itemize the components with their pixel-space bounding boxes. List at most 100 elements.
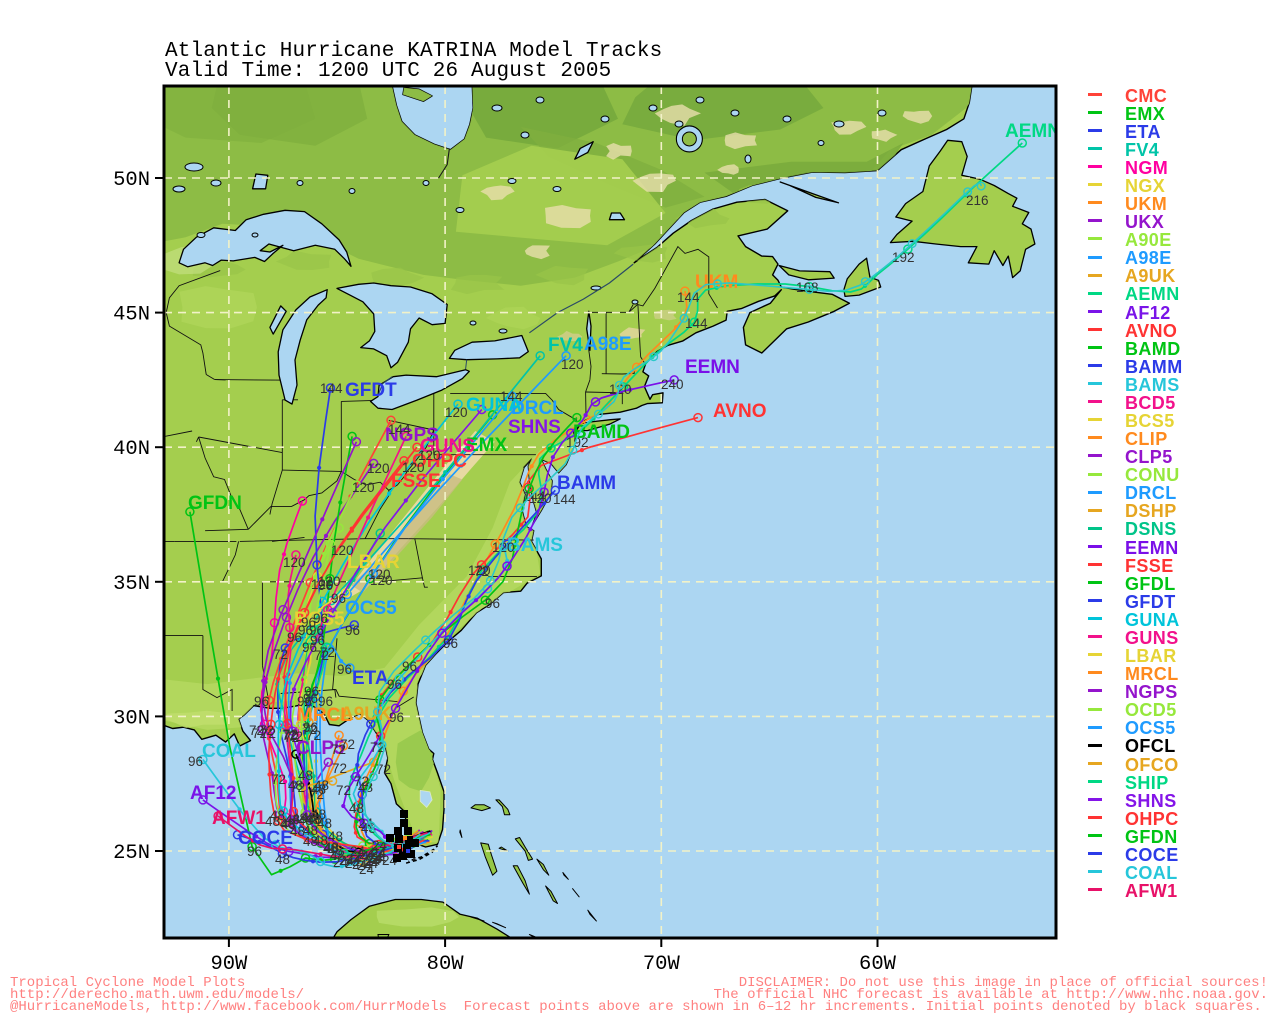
svg-text:48: 48 bbox=[275, 852, 290, 867]
svg-text:48: 48 bbox=[285, 812, 300, 827]
svg-text:72: 72 bbox=[284, 730, 299, 745]
svg-text:144: 144 bbox=[685, 316, 708, 331]
svg-text:GFDN: GFDN bbox=[188, 493, 242, 514]
svg-text:72: 72 bbox=[283, 727, 298, 742]
svg-text:48: 48 bbox=[281, 817, 296, 832]
svg-text:AEMN: AEMN bbox=[1005, 121, 1061, 142]
svg-text:24: 24 bbox=[359, 847, 375, 862]
svg-text:96: 96 bbox=[318, 694, 333, 709]
svg-text:72: 72 bbox=[288, 729, 303, 744]
svg-text:120: 120 bbox=[318, 574, 341, 589]
svg-text:96: 96 bbox=[313, 611, 328, 626]
svg-text:24: 24 bbox=[346, 852, 362, 867]
svg-text:48: 48 bbox=[298, 813, 313, 828]
svg-text:48: 48 bbox=[324, 840, 339, 855]
svg-text:120: 120 bbox=[492, 540, 515, 555]
svg-text:24: 24 bbox=[366, 853, 382, 868]
svg-text:A98E: A98E bbox=[584, 334, 632, 355]
svg-text:45N: 45N bbox=[113, 304, 150, 327]
svg-text:72: 72 bbox=[252, 726, 267, 741]
svg-text:120: 120 bbox=[352, 480, 375, 495]
svg-text:240: 240 bbox=[661, 377, 684, 392]
svg-text:24: 24 bbox=[357, 858, 373, 873]
svg-text:120: 120 bbox=[367, 461, 390, 476]
svg-text:24: 24 bbox=[339, 853, 355, 868]
svg-text:25N: 25N bbox=[113, 842, 150, 865]
svg-text:UKM: UKM bbox=[695, 272, 738, 293]
svg-text:BAMS: BAMS bbox=[507, 535, 563, 556]
svg-text:CLP5: CLP5 bbox=[296, 738, 345, 759]
svg-text:216: 216 bbox=[966, 193, 989, 208]
svg-text:96: 96 bbox=[302, 640, 317, 655]
svg-text:120: 120 bbox=[468, 563, 491, 578]
svg-text:48: 48 bbox=[265, 814, 280, 829]
svg-text:96: 96 bbox=[387, 677, 402, 692]
svg-text:48: 48 bbox=[307, 812, 322, 827]
svg-text:72: 72 bbox=[282, 728, 297, 743]
svg-text:120: 120 bbox=[445, 405, 468, 420]
svg-text:48: 48 bbox=[270, 808, 285, 823]
svg-text:192: 192 bbox=[892, 250, 915, 265]
svg-text:AFW1: AFW1 bbox=[212, 808, 266, 829]
svg-text:72: 72 bbox=[249, 723, 264, 738]
svg-text:48: 48 bbox=[305, 812, 320, 827]
svg-text:96: 96 bbox=[247, 844, 262, 859]
svg-text:120: 120 bbox=[529, 491, 552, 506]
svg-text:48: 48 bbox=[311, 807, 326, 822]
svg-text:120: 120 bbox=[402, 460, 425, 475]
svg-text:48: 48 bbox=[330, 848, 345, 863]
svg-text:GUNA: GUNA bbox=[466, 395, 522, 416]
svg-text:40N: 40N bbox=[113, 438, 150, 461]
svg-text:24: 24 bbox=[352, 857, 368, 872]
svg-text:24: 24 bbox=[371, 847, 387, 862]
svg-text:120: 120 bbox=[368, 567, 391, 582]
svg-text:FSSE: FSSE bbox=[391, 471, 441, 492]
svg-text:FV4: FV4 bbox=[548, 335, 583, 356]
svg-text:72: 72 bbox=[306, 728, 321, 743]
svg-text:72: 72 bbox=[320, 645, 335, 660]
svg-text:BCS5: BCS5 bbox=[294, 609, 345, 630]
svg-text:96: 96 bbox=[188, 754, 203, 769]
svg-text:72: 72 bbox=[273, 647, 288, 662]
svg-text:96: 96 bbox=[443, 636, 458, 651]
svg-text:72: 72 bbox=[370, 740, 385, 755]
svg-text:96: 96 bbox=[298, 623, 313, 638]
svg-text:96: 96 bbox=[287, 630, 302, 645]
svg-text:OCS5: OCS5 bbox=[345, 598, 397, 619]
svg-text:48: 48 bbox=[292, 811, 307, 826]
svg-text:72: 72 bbox=[261, 726, 276, 741]
svg-text:30N: 30N bbox=[113, 707, 150, 730]
svg-text:BAMM: BAMM bbox=[557, 473, 616, 494]
svg-text:48: 48 bbox=[301, 810, 316, 825]
svg-text:120: 120 bbox=[331, 543, 354, 558]
svg-text:96: 96 bbox=[337, 662, 352, 677]
svg-text:144: 144 bbox=[553, 492, 576, 507]
svg-text:24: 24 bbox=[359, 862, 375, 877]
svg-text:50N: 50N bbox=[113, 169, 150, 192]
svg-text:144: 144 bbox=[388, 422, 411, 437]
svg-text:OHPC: OHPC bbox=[412, 451, 467, 472]
svg-text:48: 48 bbox=[313, 833, 328, 848]
svg-text:48: 48 bbox=[317, 816, 332, 831]
svg-text:24: 24 bbox=[354, 849, 370, 864]
svg-text:COCE: COCE bbox=[238, 828, 293, 849]
svg-text:72: 72 bbox=[474, 564, 489, 579]
svg-text:72: 72 bbox=[331, 742, 346, 757]
svg-text:96: 96 bbox=[297, 694, 312, 709]
svg-text:48: 48 bbox=[280, 816, 295, 831]
svg-text:48: 48 bbox=[303, 823, 318, 838]
svg-text:120: 120 bbox=[311, 577, 334, 592]
svg-text:72: 72 bbox=[336, 783, 351, 798]
svg-text:72: 72 bbox=[314, 648, 329, 663]
svg-text:90W: 90W bbox=[210, 953, 248, 976]
svg-text:96: 96 bbox=[254, 694, 269, 709]
svg-text:48: 48 bbox=[328, 843, 343, 858]
svg-text:72: 72 bbox=[271, 772, 286, 787]
svg-text:BAMD: BAMD bbox=[573, 422, 630, 443]
svg-text:48: 48 bbox=[323, 841, 338, 856]
svg-text:35N: 35N bbox=[113, 573, 150, 596]
svg-text:24: 24 bbox=[368, 850, 384, 865]
svg-text:72: 72 bbox=[309, 787, 324, 802]
svg-text:SHNS: SHNS bbox=[508, 417, 561, 438]
svg-text:AVNO: AVNO bbox=[713, 401, 766, 422]
